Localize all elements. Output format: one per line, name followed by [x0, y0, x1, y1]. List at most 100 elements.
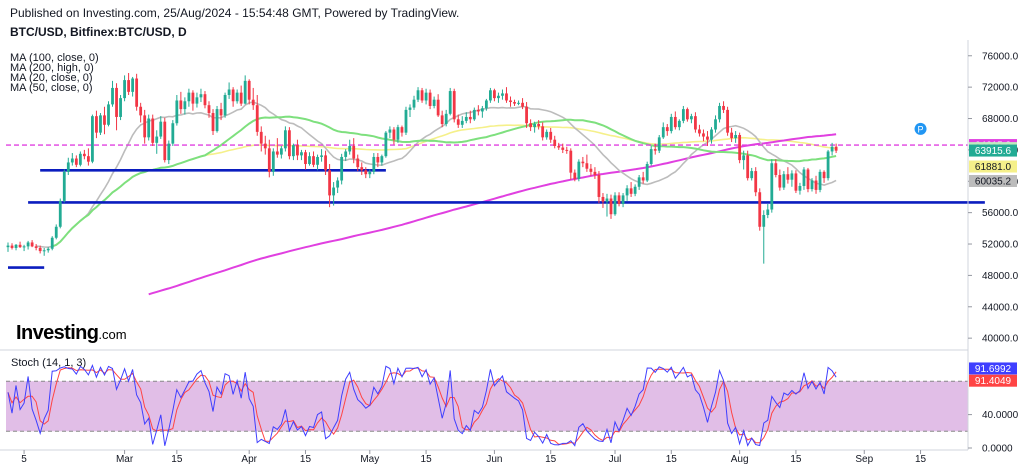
candle-body [103, 115, 106, 125]
candle-body [609, 198, 613, 215]
candle-body [593, 171, 597, 175]
candle-body [661, 127, 665, 138]
candle-body [135, 78, 139, 107]
candle-body [99, 115, 102, 133]
candle-body [26, 242, 30, 247]
candle-body [782, 174, 786, 188]
candle-body [66, 162, 70, 172]
candle-body [493, 90, 496, 99]
price-tick-label: 48000.0 [982, 271, 1019, 282]
time-tick-label: Aug [731, 454, 749, 465]
time-tick-label: Jul [609, 454, 622, 465]
candle-body [726, 109, 729, 133]
candle-body [288, 130, 291, 157]
time-tick-label: 15 [300, 454, 312, 465]
investing-logo: Investing.com [16, 322, 127, 345]
candle-body [91, 116, 94, 162]
candle-body [738, 134, 742, 161]
candle-body [690, 116, 693, 120]
logo-domain: .com [98, 327, 127, 342]
candle-body [195, 97, 199, 104]
candle-body [320, 155, 323, 157]
stoch-badge [969, 374, 1017, 387]
candle-body [123, 80, 126, 99]
candle-body [790, 173, 794, 180]
candle-body [786, 174, 790, 180]
candle-body [127, 80, 130, 92]
candle-body [356, 158, 360, 168]
candle-body [653, 149, 657, 151]
candle-body [283, 130, 287, 149]
candle-body [718, 105, 721, 120]
candle-body [677, 120, 681, 128]
candle-body [139, 106, 143, 116]
stoch-tick-label: 0.0000 [982, 444, 1013, 455]
candle-body [710, 129, 713, 140]
candle-body [553, 139, 557, 146]
candle-body [557, 145, 561, 148]
candle-body [533, 124, 537, 128]
ma-50-line [51, 115, 837, 248]
candle-body [159, 121, 163, 137]
candle-body [42, 250, 46, 252]
time-tick-label: Mar [116, 454, 134, 465]
candle-body [111, 87, 114, 105]
candle-body [408, 107, 412, 110]
candle-body [521, 102, 524, 107]
candle-body [476, 109, 480, 112]
ma-50-label: MA (50, close, 0) [10, 82, 93, 94]
candle-body [577, 161, 581, 179]
ma-100-line [67, 124, 837, 233]
time-tick-label: 15 [790, 454, 802, 465]
candle-body [601, 196, 605, 202]
candle-body [332, 187, 336, 196]
candle-body [541, 126, 545, 138]
candle-body [440, 115, 444, 125]
candle-body [239, 92, 243, 104]
price-tick-label: 56000.0 [982, 208, 1019, 219]
candle-body [448, 91, 452, 114]
time-tick-label: Apr [241, 454, 257, 465]
candle-body [155, 136, 159, 143]
candle-body [645, 164, 649, 181]
candle-body [746, 155, 750, 179]
candle-body [706, 136, 709, 140]
candle-body [267, 148, 271, 172]
candle-body [657, 137, 661, 151]
candle-body [774, 163, 778, 175]
time-tick-label: May [360, 454, 379, 465]
candle-body [376, 156, 380, 163]
candle-body [400, 127, 404, 133]
pivot-marker-label: P [918, 124, 924, 134]
price-badge [969, 160, 1017, 173]
candle-body [215, 109, 219, 132]
candle-body [30, 242, 34, 247]
candle-body [151, 118, 155, 143]
candle-body [203, 94, 207, 106]
candle-body [416, 90, 420, 100]
candle-body [830, 146, 834, 152]
price-badge [969, 144, 1017, 157]
candle-body [436, 99, 440, 116]
candle-body [529, 123, 532, 128]
candle-body [428, 92, 432, 106]
candle-body [54, 226, 58, 238]
candle-body [806, 169, 810, 190]
candle-body [6, 245, 10, 248]
candle-body [424, 92, 428, 101]
candle-body [50, 237, 54, 249]
candle-body [219, 109, 223, 116]
price-tick-label: 44000.0 [982, 302, 1019, 313]
candle-body [565, 149, 569, 151]
candle-body [199, 94, 203, 98]
candle-body [95, 116, 98, 133]
candle-body [673, 116, 677, 128]
candle-body [243, 80, 247, 104]
price-tick-label: 52000.0 [982, 240, 1019, 251]
candle-body [247, 80, 251, 100]
candle-body [251, 99, 255, 106]
candle-body [78, 153, 82, 165]
candle-body [814, 180, 818, 190]
candle-body [404, 109, 408, 133]
